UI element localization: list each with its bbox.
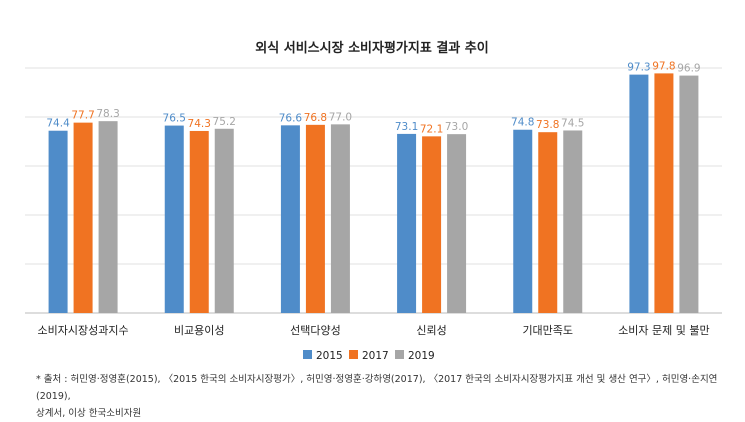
bar-chart: 외식 서비스시장 소비자평가지표 결과 추이 74.477.7 78.3 76.5 7… (25, 40, 722, 362)
data-label: 72.1 (420, 123, 443, 135)
bar (513, 129, 533, 313)
bar (538, 132, 558, 313)
x-tick-label: 기대만족도 (522, 324, 573, 337)
bar (305, 124, 325, 313)
x-axis: 소비자시장성과지수 비교용이성 선택다양성 신뢰성 기대만족도 소비자 문제 및 불만 (38, 324, 710, 337)
bar (98, 121, 118, 313)
bar (397, 133, 417, 313)
gridlines (25, 67, 722, 314)
chart-title: 외식 서비스시장 소비자평가지표 결과 추이 (255, 40, 488, 56)
data-label: 73.1 (395, 121, 418, 133)
legend-label: 2017 (362, 350, 389, 362)
data-label: 97.3 (627, 62, 650, 74)
bar (214, 128, 234, 313)
data-label: 73.0 (445, 121, 468, 133)
data-label: 76.8 (304, 112, 327, 124)
x-tick-label: 소비자시장성과지수 (38, 324, 129, 337)
data-label: 73.8 (536, 119, 559, 131)
legend-swatch (303, 350, 312, 359)
data-label: 74.3 (188, 118, 211, 130)
data-label: 96.9 (677, 63, 700, 75)
legend-label: 2015 (316, 350, 343, 362)
bar (679, 75, 699, 313)
bar (563, 130, 583, 313)
legend-swatch (395, 350, 404, 359)
data-label: 74.4 (46, 118, 70, 130)
x-tick-label: 선택다양성 (290, 324, 341, 337)
data-label: 78.3 (96, 108, 119, 120)
data-label: 97.8 (652, 60, 675, 72)
data-label: 76.6 (279, 112, 303, 124)
data-label: 77.0 (329, 111, 352, 123)
data-label: 75.2 (213, 116, 236, 128)
data-label: 76.5 (163, 113, 186, 125)
bar (629, 74, 649, 314)
bar (447, 134, 467, 313)
bar (73, 122, 93, 313)
x-tick-label: 신뢰성 (416, 324, 446, 337)
bars (48, 73, 699, 314)
data-label: 74.5 (561, 117, 584, 129)
source-line-2: 상계서, 이상 한국소비자원 (36, 408, 142, 419)
legend-label: 2019 (408, 350, 435, 362)
legend: 2015 2017 2019 (303, 350, 435, 362)
bar (164, 125, 184, 313)
source-note: * 출처 : 허민영·정영훈(2015), 〈2015 한국의 소비자시장평가〉… (36, 371, 726, 422)
source-line-1: * 출처 : 허민영·정영훈(2015), 〈2015 한국의 소비자시장평가〉… (36, 374, 718, 402)
data-labels: 74.477.7 78.3 76.5 74.3 75.2 76.6 76.8 77.0 73.1… (46, 60, 700, 135)
bar (189, 130, 209, 313)
x-tick-label: 소비자 문제 및 불만 (618, 324, 709, 337)
bar (330, 124, 350, 313)
bar (48, 130, 68, 313)
bar (422, 136, 442, 313)
data-label: 74.8 (511, 117, 534, 129)
chart-container: 외식 서비스시장 소비자평가지표 결과 추이 74.4 77.7 78.3 76.5 7… (25, 40, 722, 362)
x-tick-label: 비교용이성 (174, 324, 225, 337)
bar (280, 125, 300, 313)
data-label: 77.7 (71, 110, 94, 122)
bar (654, 73, 674, 313)
legend-swatch (349, 350, 358, 359)
